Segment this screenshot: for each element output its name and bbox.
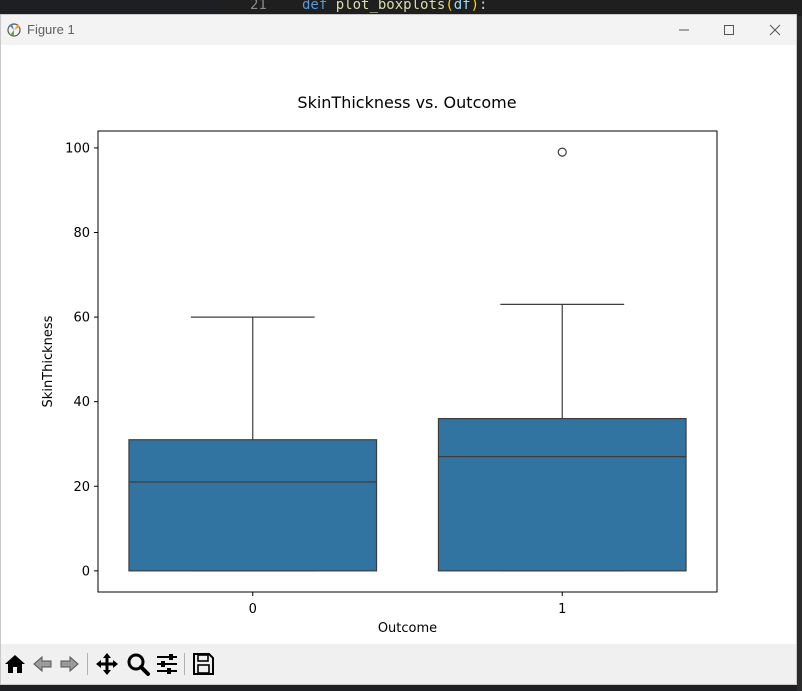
box-iqr <box>437 417 687 572</box>
maximize-button[interactable] <box>706 15 752 45</box>
back-button[interactable] <box>30 651 56 677</box>
box-iqr <box>128 439 378 572</box>
background-editor-edge <box>797 16 802 691</box>
code-line: def plot_boxplots(df): <box>302 0 487 13</box>
configure-subplots-button[interactable] <box>154 651 180 677</box>
x-axis-label: Outcome <box>378 621 437 636</box>
home-icon <box>5 655 25 673</box>
y-axis-label: SkinThickness <box>41 315 56 407</box>
minimize-icon <box>679 29 689 31</box>
boxplot-chart: SkinThickness vs. Outcome 0 20 40 60 80 100 0… <box>41 93 718 636</box>
outlier-point <box>557 147 567 157</box>
forward-button[interactable] <box>56 651 82 677</box>
figure-canvas[interactable]: SkinThickness vs. Outcome 0 20 40 60 80 100 0… <box>1 45 796 644</box>
code-param: df <box>453 0 471 13</box>
box-1 <box>437 147 687 572</box>
box-0 <box>128 316 378 572</box>
close-icon <box>769 24 781 36</box>
y-tick-label: 60 <box>73 311 90 326</box>
configure-subplots-icon <box>157 654 177 674</box>
pan-icon <box>96 653 118 675</box>
y-tick-label: 80 <box>73 226 90 241</box>
axes-frame <box>97 130 718 593</box>
title-bar[interactable]: Figure 1 <box>1 15 796 45</box>
chart-title: SkinThickness vs. Outcome <box>297 93 516 112</box>
toolbar-separator <box>184 653 185 675</box>
figure-window: Figure 1 SkinThickness vs. Outcome 0 20 40… <box>0 14 797 685</box>
x-tick-label: 1 <box>558 602 566 617</box>
save-button[interactable] <box>190 651 216 677</box>
y-tick-label: 100 <box>65 141 90 156</box>
save-icon <box>193 653 214 675</box>
matplotlib-app-icon <box>5 21 23 39</box>
toolbar-separator <box>87 653 88 675</box>
forward-arrow-icon <box>60 655 79 673</box>
pan-button[interactable] <box>94 651 120 677</box>
close-button[interactable] <box>752 15 798 45</box>
back-arrow-icon <box>33 655 52 673</box>
maximize-icon <box>724 25 734 35</box>
zoom-icon <box>127 653 150 676</box>
y-tick-label: 0 <box>82 564 90 579</box>
window-title: Figure 1 <box>27 22 75 37</box>
zoom-button[interactable] <box>125 651 151 677</box>
y-tick-label: 40 <box>73 395 90 410</box>
y-tick-label: 20 <box>73 480 90 495</box>
background-code-editor: 21 def plot_boxplots(df): <box>220 0 802 16</box>
home-button[interactable] <box>2 651 28 677</box>
minimize-button[interactable] <box>661 15 707 45</box>
x-tick-label: 0 <box>249 602 257 617</box>
line-number: 21 <box>250 0 267 13</box>
code-keyword: def <box>302 0 328 13</box>
code-function-name: plot_boxplots <box>335 0 446 13</box>
navigation-toolbar <box>1 644 796 684</box>
